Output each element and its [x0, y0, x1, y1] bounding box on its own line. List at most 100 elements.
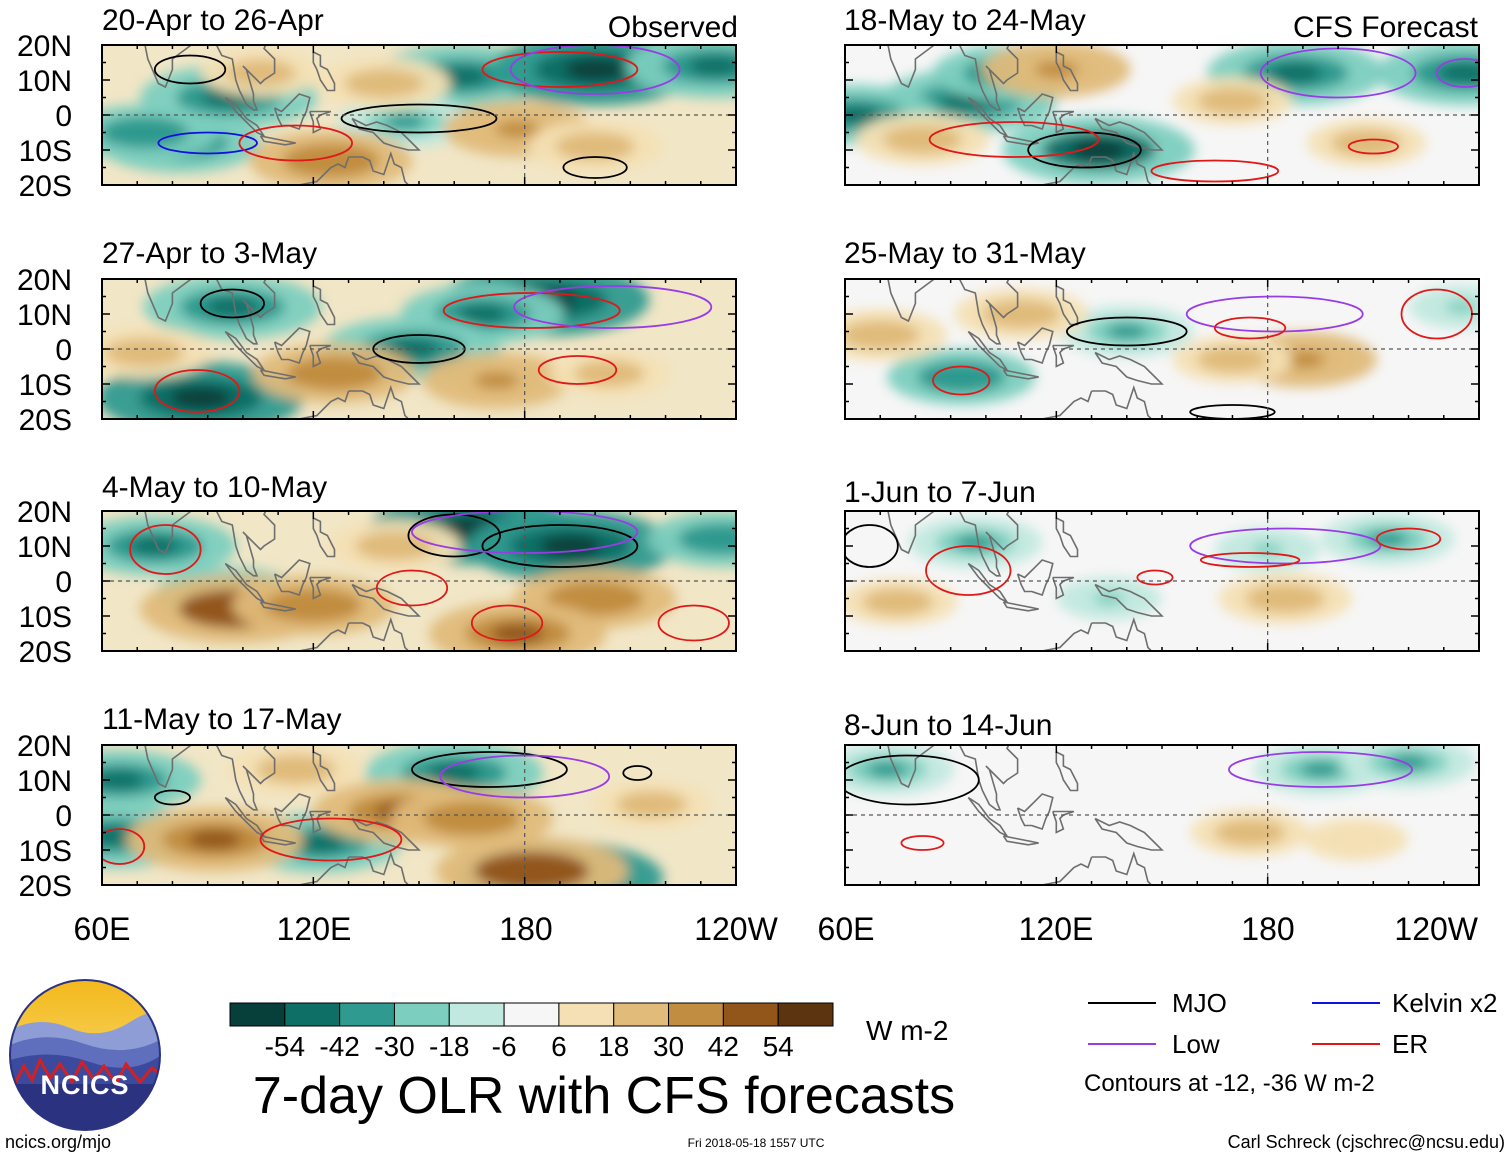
contour-3 — [562, 156, 628, 179]
ytick-row1-4: 20S — [19, 170, 72, 203]
olr-anomaly-core-9 — [374, 538, 415, 554]
xtick-left-120e: 120E — [277, 911, 352, 947]
olr-anomaly-core-7 — [306, 151, 356, 170]
ytick-row1-0: 20N — [17, 30, 72, 63]
panel-label-cfs-1: 18-May to 24-May — [844, 4, 1086, 37]
colorbar-tick-9: 54 — [763, 1031, 794, 1062]
olr-anomaly-core-2 — [122, 123, 167, 142]
olr-anomaly-core-7 — [570, 589, 620, 608]
olr-anomaly-core-2 — [1070, 139, 1128, 161]
observed-header: Observed — [608, 11, 738, 44]
olr-anomaly-core-9 — [575, 138, 615, 155]
axis-ticks — [101, 744, 737, 886]
contour-5 — [102, 828, 146, 865]
olr-anomaly-core-6 — [124, 344, 165, 361]
olr-anomaly-core-9 — [275, 761, 316, 778]
legend-label-mjo: MJO — [1172, 988, 1227, 1018]
colorbar-swatch-5 — [503, 1002, 560, 1027]
ytick-row1-2: 0 — [55, 100, 72, 133]
axis-ticks — [844, 510, 1480, 652]
panel-obs-4 — [101, 744, 737, 886]
olr-field — [102, 745, 712, 885]
contour-4 — [932, 365, 991, 396]
contour-1 — [411, 751, 568, 788]
olr-anomaly-core-0 — [867, 761, 908, 778]
panel-label-obs-1: 20-Apr to 26-Apr — [102, 4, 324, 37]
ytick-row4-2: 0 — [55, 800, 72, 833]
contour-4 — [622, 765, 653, 781]
colorbar-tick-2: -30 — [374, 1031, 414, 1062]
olr-anomaly-core-3 — [1265, 590, 1306, 607]
olr-anomaly-core-8 — [503, 860, 561, 882]
xtick-right-120e: 120E — [1019, 911, 1094, 947]
wave-contours — [153, 45, 681, 179]
cfs-forecast-header: CFS Forecast — [1293, 11, 1479, 44]
contour-3 — [375, 569, 449, 607]
olr-field — [845, 745, 1476, 885]
olr-field — [845, 45, 1479, 185]
contour-1 — [153, 54, 227, 85]
colorbar-swatch-8 — [668, 1002, 724, 1027]
colorbar-swatch-0 — [229, 1002, 286, 1027]
axis-ticks — [844, 44, 1480, 186]
panel-obs-1 — [101, 44, 737, 186]
contour-4 — [481, 51, 639, 88]
contour-3 — [1375, 527, 1442, 551]
olr-anomaly-core-3 — [427, 763, 481, 783]
footer-url[interactable]: ncics.org/mjo — [5, 1132, 111, 1152]
olr-anomaly-core-8 — [1214, 93, 1251, 109]
xtick-right-180: 180 — [1241, 911, 1294, 947]
panel-cfs-2 — [844, 278, 1480, 420]
axis-ticks — [844, 744, 1480, 886]
wave-contours — [845, 524, 1442, 596]
contour-1 — [1228, 751, 1413, 788]
coastlines — [144, 45, 421, 185]
olr-anomaly-core-1 — [1367, 531, 1408, 547]
contour-5 — [1189, 404, 1276, 419]
axis-ticks — [101, 278, 737, 420]
legend-label-kelvin: Kelvin x2 — [1392, 988, 1498, 1018]
panel-cfs-1 — [844, 44, 1480, 186]
olr-anomaly-core-5 — [1214, 352, 1251, 367]
olr-anomaly-core-10 — [363, 75, 404, 92]
contour-2 — [900, 835, 945, 851]
olr-field — [845, 279, 1479, 419]
olr-anomaly-core-8 — [591, 366, 627, 381]
ncics-logo[interactable]: NCICS — [9, 979, 161, 1134]
contour-3 — [153, 789, 191, 806]
olr-field — [102, 511, 736, 651]
olr-anomaly-core-4 — [1280, 350, 1325, 369]
contour-6 — [657, 604, 730, 642]
olr-anomaly-core-3 — [1232, 825, 1268, 840]
ytick-row3-2: 0 — [55, 566, 72, 599]
olr-anomaly-core-8 — [491, 623, 544, 644]
legend-label-low: Low — [1172, 1029, 1220, 1059]
olr-anomaly-core-4 — [880, 594, 916, 610]
colorbar-tick-5: 6 — [551, 1031, 567, 1062]
contour-4 — [470, 604, 544, 642]
contour-note: Contours at -12, -36 W m-2 — [1084, 1070, 1375, 1097]
olr-anomaly-core-4 — [699, 530, 736, 548]
panel-cfs-3 — [844, 510, 1480, 652]
contour-1 — [1189, 527, 1382, 565]
ytick-row3-1: 10N — [17, 531, 72, 564]
ytick-row3-0: 20N — [17, 496, 72, 529]
colorbar-swatch-10 — [777, 1002, 834, 1027]
ytick-row2-1: 10N — [17, 299, 72, 332]
olr-anomaly-core-3 — [458, 304, 507, 324]
contour-0 — [1027, 131, 1142, 169]
panel-label-cfs-3: 1-Jun to 7-Jun — [844, 476, 1036, 509]
wave-contours — [153, 285, 713, 413]
olr-anomaly-core-1 — [1106, 323, 1147, 340]
panel-cfs-4 — [844, 744, 1480, 886]
colorbar-tick-0: -54 — [265, 1031, 305, 1062]
ytick-row1-3: 10S — [19, 135, 72, 168]
contour-4 — [153, 369, 241, 413]
contour-4 — [925, 545, 1012, 596]
colorbar-swatch-2 — [339, 1002, 395, 1027]
contour-3 — [537, 355, 618, 385]
olr-anomaly-core-0 — [939, 368, 984, 386]
olr-anomaly-core-4 — [1438, 63, 1479, 83]
contour-0 — [1066, 316, 1188, 347]
logo-text: NCICS — [40, 1070, 129, 1100]
